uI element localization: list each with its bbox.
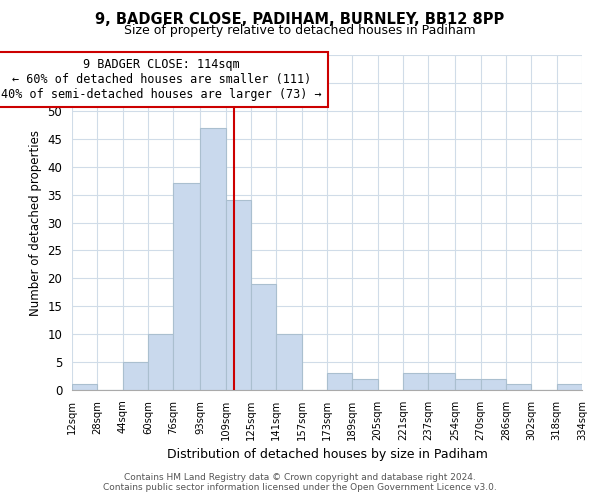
Bar xyxy=(352,379,377,390)
Bar xyxy=(481,379,506,390)
Y-axis label: Number of detached properties: Number of detached properties xyxy=(29,130,42,316)
Bar xyxy=(557,384,582,390)
X-axis label: Distribution of detached houses by size in Padiham: Distribution of detached houses by size … xyxy=(167,448,487,462)
Bar xyxy=(251,284,277,390)
Text: Size of property relative to detached houses in Padiham: Size of property relative to detached ho… xyxy=(124,24,476,37)
Bar xyxy=(226,200,251,390)
Bar xyxy=(173,184,200,390)
Bar xyxy=(506,384,532,390)
Text: 9, BADGER CLOSE, PADIHAM, BURNLEY, BB12 8PP: 9, BADGER CLOSE, PADIHAM, BURNLEY, BB12 … xyxy=(95,12,505,28)
Text: 9 BADGER CLOSE: 114sqm
← 60% of detached houses are smaller (111)
40% of semi-de: 9 BADGER CLOSE: 114sqm ← 60% of detached… xyxy=(1,58,322,101)
Bar xyxy=(455,379,481,390)
Bar xyxy=(148,334,173,390)
Bar xyxy=(72,384,97,390)
Bar xyxy=(200,128,226,390)
Bar xyxy=(277,334,302,390)
Bar xyxy=(327,373,352,390)
Bar xyxy=(122,362,148,390)
Bar xyxy=(403,373,428,390)
Bar xyxy=(428,373,455,390)
Text: Contains HM Land Registry data © Crown copyright and database right 2024.
Contai: Contains HM Land Registry data © Crown c… xyxy=(103,473,497,492)
